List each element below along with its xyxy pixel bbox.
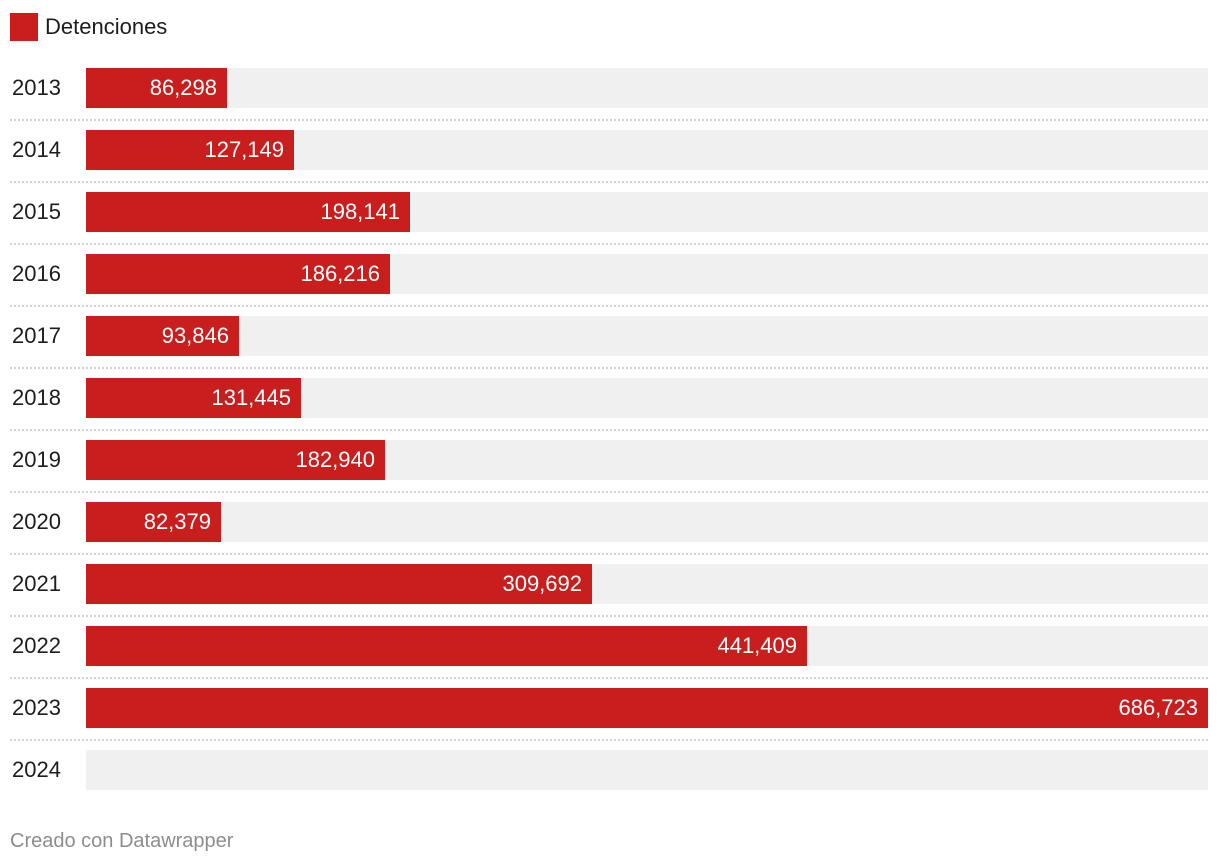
bar-value-label: 309,692 (502, 571, 582, 596)
category-label: 2017 (12, 323, 61, 348)
bar-value-label: 441,409 (717, 633, 797, 658)
row-separator (10, 243, 1208, 245)
bar: 82,379 (86, 502, 221, 542)
category-label: 2016 (12, 261, 61, 286)
bar-track: 127,149 (86, 130, 1208, 170)
bar-row: 2018 131,445 (0, 378, 1220, 440)
bar-value-label: 93,846 (161, 323, 229, 348)
bar: 182,940 (86, 440, 385, 480)
bar-value-label: 198,141 (320, 199, 400, 224)
bar-row: 2019 182,940 (0, 440, 1220, 502)
row-separator (10, 119, 1208, 121)
bar-value-label: 131,445 (211, 385, 291, 410)
bar-value-label: 82,379 (143, 509, 211, 534)
category-label: 2024 (12, 757, 61, 782)
bar-value-label: 86,298 (149, 75, 217, 100)
legend-label: Detenciones (45, 14, 168, 39)
bar-track: 309,692 (86, 564, 1208, 604)
bar-row: 2015 198,141 (0, 192, 1220, 254)
legend-swatch (10, 13, 38, 41)
bar-value-label: 127,149 (204, 137, 284, 162)
category-label: 2013 (12, 75, 61, 100)
bar-track: 82,379 (86, 502, 1208, 542)
category-label: 2020 (12, 509, 61, 534)
bar-value-label: 686,723 (1118, 695, 1198, 720)
bar-value-label: 186,216 (300, 261, 380, 286)
bar-track: 198,141 (86, 192, 1208, 232)
bar-row: 2021 309,692 (0, 564, 1220, 626)
category-label: 2022 (12, 633, 61, 658)
row-separator (10, 367, 1208, 369)
bar: 198,141 (86, 192, 410, 232)
bar-chart: 2013 86,298 2014 127,149 2015 198,141 2016 186,… (0, 68, 1220, 812)
row-separator (10, 615, 1208, 617)
bar: 93,846 (86, 316, 239, 356)
bar-track: 686,723 (86, 688, 1208, 728)
bar-track: 182,940 (86, 440, 1208, 480)
credit-footer: Creado con Datawrapper (10, 830, 234, 852)
bar-row: 2013 86,298 (0, 68, 1220, 130)
bar: 441,409 (86, 626, 807, 666)
bar-track: 441,409 (86, 626, 1208, 666)
row-separator (10, 739, 1208, 741)
bar: 86,298 (86, 68, 227, 108)
category-label: 2021 (12, 571, 61, 596)
bar-track (86, 750, 1208, 790)
category-label: 2015 (12, 199, 61, 224)
row-separator (10, 429, 1208, 431)
bar-row: 2023 686,723 (0, 688, 1220, 750)
bar-row: 2024 (0, 750, 1220, 812)
bar-track: 93,846 (86, 316, 1208, 356)
row-separator (10, 181, 1208, 183)
bar-row: 2020 82,379 (0, 502, 1220, 564)
row-separator (10, 677, 1208, 679)
bar-row: 2017 93,846 (0, 316, 1220, 378)
category-label: 2018 (12, 385, 61, 410)
bar: 186,216 (86, 254, 390, 294)
chart-legend: Detenciones (10, 12, 167, 42)
bar: 686,723 (86, 688, 1208, 728)
bar-row: 2014 127,149 (0, 130, 1220, 192)
row-separator (10, 553, 1208, 555)
row-separator (10, 305, 1208, 307)
row-separator (10, 491, 1208, 493)
bar-track: 186,216 (86, 254, 1208, 294)
bar-row: 2022 441,409 (0, 626, 1220, 688)
category-label: 2019 (12, 447, 61, 472)
category-label: 2023 (12, 695, 61, 720)
category-label: 2014 (12, 137, 61, 162)
bar-track: 131,445 (86, 378, 1208, 418)
bar: 127,149 (86, 130, 294, 170)
bar-value-label: 182,940 (295, 447, 375, 472)
bar: 131,445 (86, 378, 301, 418)
bar: 309,692 (86, 564, 592, 604)
bar-row: 2016 186,216 (0, 254, 1220, 316)
bar-track: 86,298 (86, 68, 1208, 108)
